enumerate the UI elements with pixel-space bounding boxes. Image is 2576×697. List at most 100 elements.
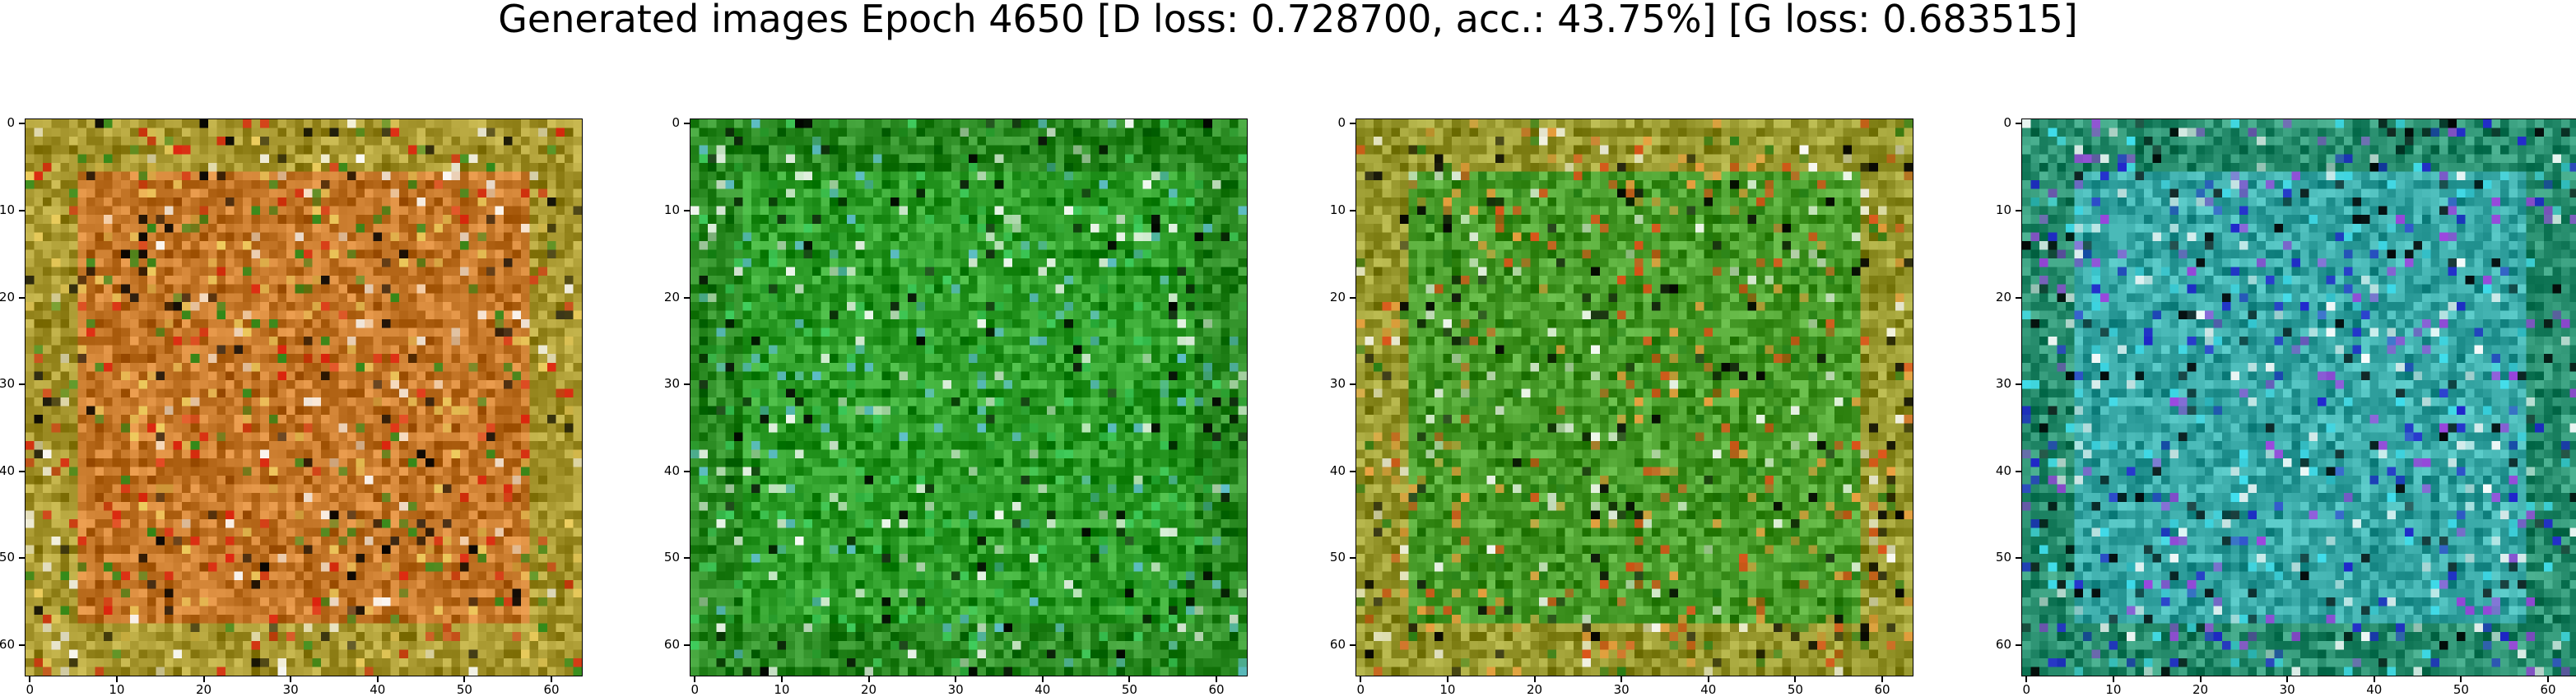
y-tick-label: 60: [0, 637, 15, 653]
image-panel-4: 0 10 20 30 40 50 60 0 10 20 30 40 50 60: [1996, 117, 2576, 696]
y-tick-mark: [19, 123, 25, 125]
y-tick-label: 30: [1329, 376, 1346, 392]
y-tick-mark: [2016, 383, 2021, 386]
y-tick-mark: [1350, 296, 1355, 299]
x-tick-mark: [29, 676, 31, 682]
x-tick-label: 30: [282, 682, 299, 697]
x-tick-mark: [1041, 676, 1044, 682]
y-tick-label: 40: [663, 462, 680, 478]
x-tick-mark: [115, 676, 118, 682]
y-tick-label: 0: [2003, 115, 2011, 131]
x-tick-mark: [955, 676, 957, 682]
y-tick-mark: [2016, 209, 2021, 211]
y-tick-label: 20: [663, 289, 680, 304]
y-tick-mark: [2016, 557, 2021, 560]
y-tick-mark: [1350, 470, 1355, 472]
x-tick-mark: [2373, 676, 2375, 682]
x-tick-mark: [290, 676, 292, 682]
y-tick-label: 40: [1995, 462, 2011, 478]
x-tick-mark: [1128, 676, 1131, 682]
x-tick-label: 20: [860, 682, 877, 697]
x-tick-label: 50: [2453, 682, 2469, 697]
image-panel-3: 0 10 20 30 40 50 60 0 10 20 30 40 50 60: [1330, 117, 1913, 696]
x-tick-label: 60: [1208, 682, 1225, 697]
y-tick-mark: [1350, 557, 1355, 560]
y-tick-mark: [684, 209, 690, 211]
x-tick-mark: [202, 676, 205, 682]
y-tick-mark: [19, 296, 25, 299]
x-tick-mark: [2025, 676, 2028, 682]
y-tick-label: 60: [1329, 637, 1346, 653]
y-tick-mark: [1350, 123, 1355, 125]
y-tick-label: 30: [663, 376, 680, 392]
y-tick-mark: [19, 644, 25, 647]
figure-title: Generated images Epoch 4650 [D loss: 0.7…: [498, 0, 2078, 41]
y-tick-mark: [19, 383, 25, 386]
generated-image-2: [690, 118, 1248, 676]
y-tick-mark: [2016, 123, 2021, 125]
x-tick-label: 20: [195, 682, 212, 697]
x-tick-label: 30: [1613, 682, 1630, 697]
x-tick-mark: [2286, 676, 2289, 682]
y-tick-label: 0: [1337, 115, 1346, 131]
x-tick-label: 60: [543, 682, 560, 697]
x-tick-mark: [1446, 676, 1448, 682]
y-tick-mark: [19, 209, 25, 211]
x-tick-label: 40: [370, 682, 386, 697]
y-tick-label: 20: [0, 289, 15, 304]
y-tick-label: 0: [672, 115, 680, 131]
x-tick-label: 40: [1700, 682, 1717, 697]
y-tick-mark: [684, 383, 690, 386]
x-tick-label: 0: [2022, 682, 2031, 697]
x-tick-mark: [1533, 676, 1536, 682]
x-tick-label: 30: [2279, 682, 2295, 697]
y-tick-label: 60: [1995, 637, 2011, 653]
x-tick-label: 40: [1035, 682, 1051, 697]
x-tick-label: 50: [456, 682, 472, 697]
y-tick-mark: [684, 557, 690, 560]
x-tick-label: 10: [2105, 682, 2122, 697]
x-tick-label: 10: [774, 682, 790, 697]
y-tick-mark: [1350, 644, 1355, 647]
y-tick-label: 20: [1995, 289, 2011, 304]
y-tick-label: 30: [0, 376, 15, 392]
x-tick-mark: [780, 676, 783, 682]
x-tick-mark: [376, 676, 379, 682]
y-tick-mark: [684, 644, 690, 647]
y-tick-mark: [2016, 296, 2021, 299]
y-tick-mark: [684, 123, 690, 125]
x-tick-label: 30: [947, 682, 964, 697]
x-tick-label: 50: [1787, 682, 1803, 697]
y-tick-label: 40: [1329, 462, 1346, 478]
x-tick-label: 0: [1356, 682, 1365, 697]
x-tick-label: 60: [2540, 682, 2556, 697]
x-tick-mark: [463, 676, 466, 682]
y-tick-label: 10: [1995, 202, 2011, 217]
x-tick-mark: [2547, 676, 2550, 682]
y-tick-label: 10: [663, 202, 680, 217]
x-tick-mark: [867, 676, 870, 682]
x-tick-mark: [1794, 676, 1797, 682]
y-tick-label: 50: [663, 550, 680, 565]
y-tick-mark: [2016, 470, 2021, 472]
y-tick-label: 30: [1995, 376, 2011, 392]
x-tick-mark: [694, 676, 696, 682]
x-tick-label: 0: [690, 682, 700, 697]
y-tick-label: 0: [7, 115, 15, 131]
x-tick-mark: [2460, 676, 2462, 682]
y-tick-label: 20: [1329, 289, 1346, 304]
y-tick-mark: [2016, 644, 2021, 647]
y-tick-mark: [1350, 383, 1355, 386]
image-panel-2: 0 10 20 30 40 50 60 0 10 20 30 40 50 60: [664, 117, 1248, 696]
x-tick-mark: [1707, 676, 1709, 682]
x-tick-label: 60: [1874, 682, 1890, 697]
image-panel-1: 0 10 20 30 40 50 60 0 10 20 30 40 50 60: [0, 117, 583, 696]
y-tick-label: 50: [0, 550, 15, 565]
x-tick-label: 10: [1439, 682, 1456, 697]
x-tick-label: 0: [26, 682, 35, 697]
y-tick-mark: [684, 296, 690, 299]
x-tick-mark: [1216, 676, 1218, 682]
y-tick-label: 60: [663, 637, 680, 653]
y-tick-label: 50: [1329, 550, 1346, 565]
generated-image-4: [2021, 118, 2576, 676]
